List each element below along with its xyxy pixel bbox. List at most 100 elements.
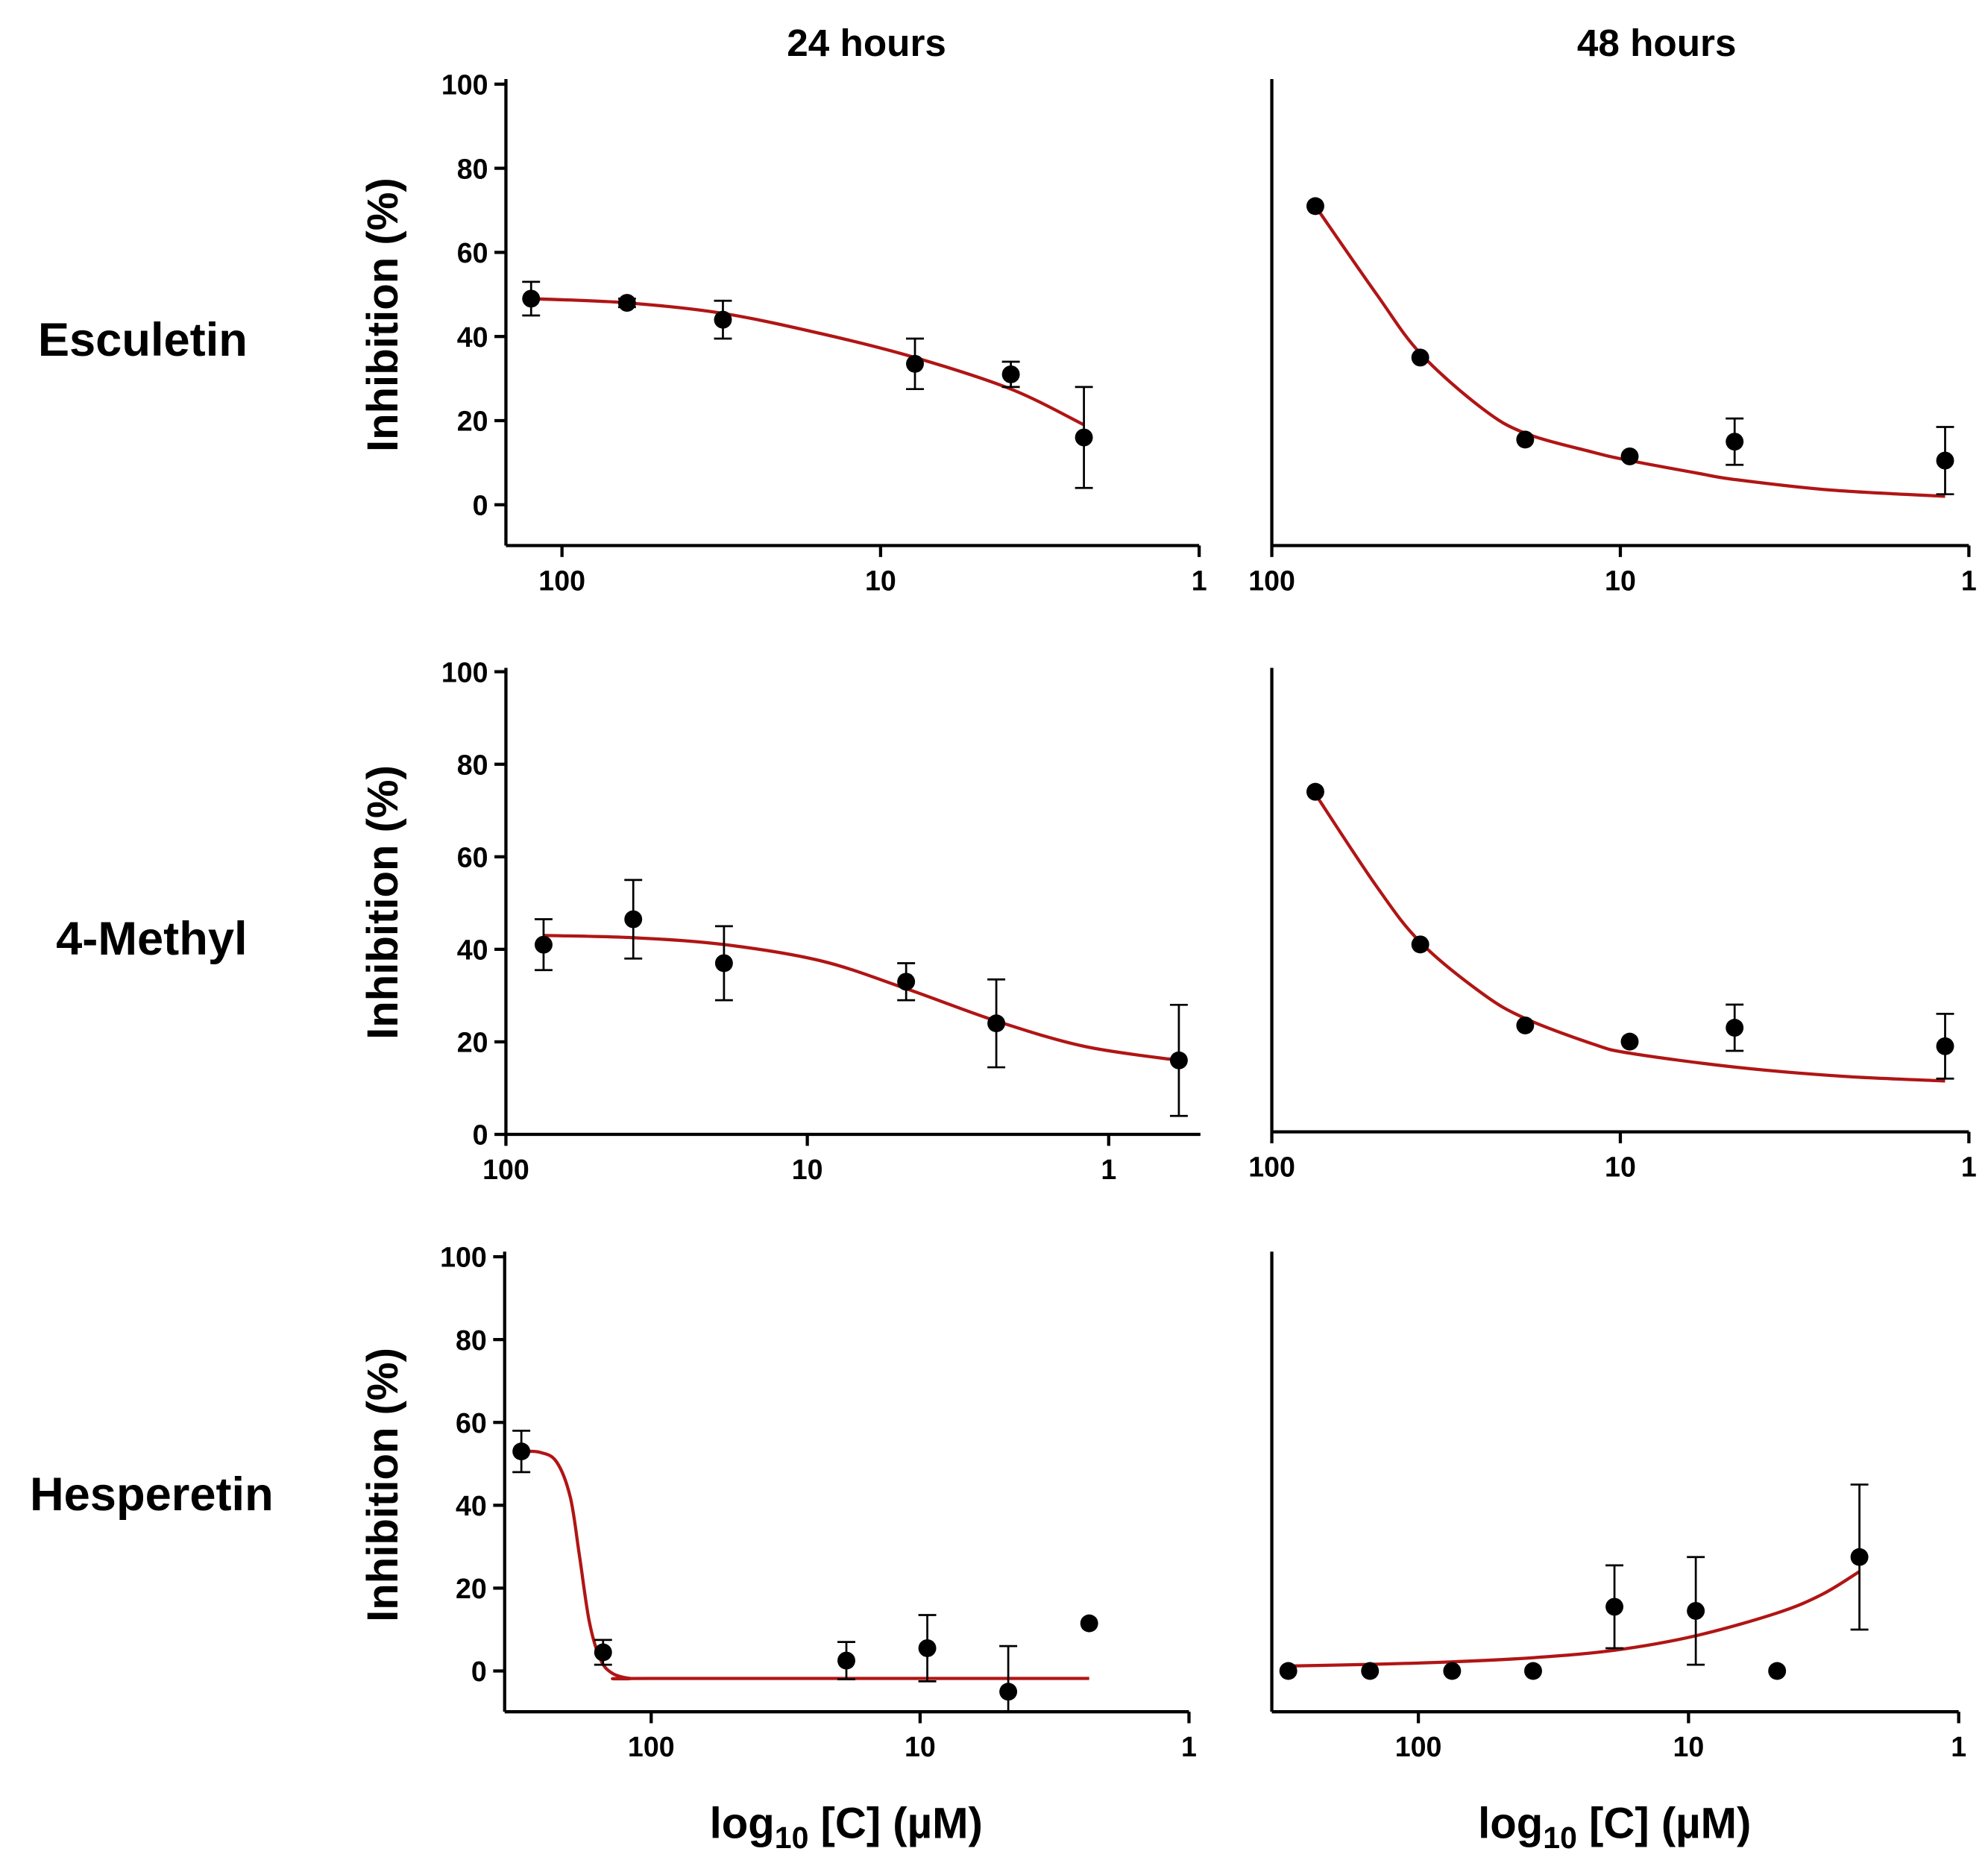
x-tick-label: 10 [792,1154,823,1185]
fit-curve [1314,205,1945,498]
error-bar [999,1644,1018,1712]
data-point [1620,447,1639,465]
x-tick-label: 100 [482,1154,529,1185]
x-tick-label: 1 [1101,1154,1116,1185]
x-axis-label-24h: log10 [C] (µM) [710,1799,983,1855]
x-tick-label: 10 [1605,1151,1636,1182]
x-tick-label: 1 [1961,1151,1977,1182]
data-point [522,289,541,308]
data-point [512,1442,531,1461]
data-point [1306,782,1324,801]
x-axis-label-main: log [710,1799,775,1847]
y-tick-label: 40 [457,321,488,353]
y-axis-label-row2: Inhibition (%) [359,765,407,1040]
data-point [897,973,916,991]
row-label-hesperetin: Hesperetin [30,1468,274,1521]
y-tick-label: 20 [457,1027,488,1058]
x-tick-label: 10 [905,1731,936,1762]
data-point [1605,1598,1624,1616]
x-axis-label-sub: 10 [775,1821,809,1855]
panel-hesperetin-48h: 100 10 1 [1270,1251,1966,1762]
y-tick-label: 80 [456,1325,487,1356]
data-point [1080,1614,1098,1633]
x-tick-label: 100 [628,1731,675,1762]
x-tick-label: 100 [1248,565,1295,596]
y-tick-label: 60 [456,1407,487,1439]
y-tick-label: 100 [440,1242,487,1273]
y-tick-label: 60 [457,237,488,268]
column-title-48h: 48 hours [1577,22,1737,64]
data-point [1726,1019,1744,1037]
y-tick-label: 100 [441,69,488,100]
data-point [714,310,732,329]
data-point [837,1651,855,1670]
data-point [1306,197,1324,216]
data-point [1726,433,1744,451]
data-point [1411,935,1429,954]
x-axis-label-rest: [C] (µM) [808,1799,982,1847]
data-point [624,910,643,929]
data-point [1524,1662,1542,1680]
data-point [1361,1662,1380,1680]
data-point [1411,348,1429,367]
fit-curve [543,934,1180,1062]
y-axis-label-row3: Inhibition (%) [359,1348,407,1622]
x-tick-label: 10 [865,565,896,596]
data-point [1169,1051,1188,1069]
data-point [594,1643,612,1662]
data-point [906,354,924,373]
fit-curve [531,297,1085,427]
panel-4-methyl-48h: 100 10 1 [1248,667,1977,1182]
x-tick-label: 100 [1248,1151,1295,1182]
data-point [1443,1662,1462,1680]
data-point [1001,365,1020,383]
x-tick-label: 100 [1395,1731,1442,1762]
x-tick-label: 10 [1605,565,1636,596]
x-tick-label: 100 [538,565,585,596]
x-tick-label: 1 [1192,565,1207,596]
data-point [1620,1032,1639,1051]
data-point [714,954,733,973]
y-tick-label: 100 [441,656,488,688]
y-tick-label: 20 [457,406,488,437]
data-point [1516,1016,1535,1034]
data-point [1936,451,1954,470]
data-point [534,935,553,954]
y-tick-label: 20 [456,1573,487,1604]
data-point [918,1639,937,1657]
data-point [999,1683,1018,1701]
column-title-24h: 24 hours [787,22,946,64]
data-point [1516,430,1535,449]
panel-esculetin-48h: 100 10 1 [1248,78,1977,596]
data-point [1768,1662,1787,1680]
data-point [987,1014,1006,1033]
y-tick-label: 0 [473,489,488,521]
y-axis-label-row1: Inhibition (%) [359,178,407,452]
x-axis-label-48h: log10 [C] (µM) [1478,1799,1751,1855]
y-tick-label: 0 [471,1656,487,1687]
y-tick-label: 60 [457,841,488,873]
data-point [1687,1601,1705,1620]
x-axis-label-rest: [C] (µM) [1577,1799,1751,1847]
x-axis-label-sub: 10 [1543,1821,1577,1855]
y-tick-label: 40 [456,1490,487,1521]
row-label-esculetin: Esculetin [38,314,248,366]
data-point [1075,428,1093,447]
data-point [617,294,636,312]
row-label-4-methyl: 4-Methyl [56,913,247,965]
x-tick-label: 10 [1673,1731,1704,1762]
fit-curve [1314,793,1945,1083]
x-tick-label: 1 [1181,1731,1197,1762]
y-tick-label: 40 [457,934,488,966]
x-tick-label: 1 [1961,565,1977,596]
x-tick-label: 1 [1951,1731,1966,1762]
y-tick-label: 80 [457,749,488,780]
data-point [1936,1037,1954,1055]
data-point [1279,1662,1297,1680]
data-point [1850,1548,1869,1566]
y-tick-label: 80 [457,153,488,184]
